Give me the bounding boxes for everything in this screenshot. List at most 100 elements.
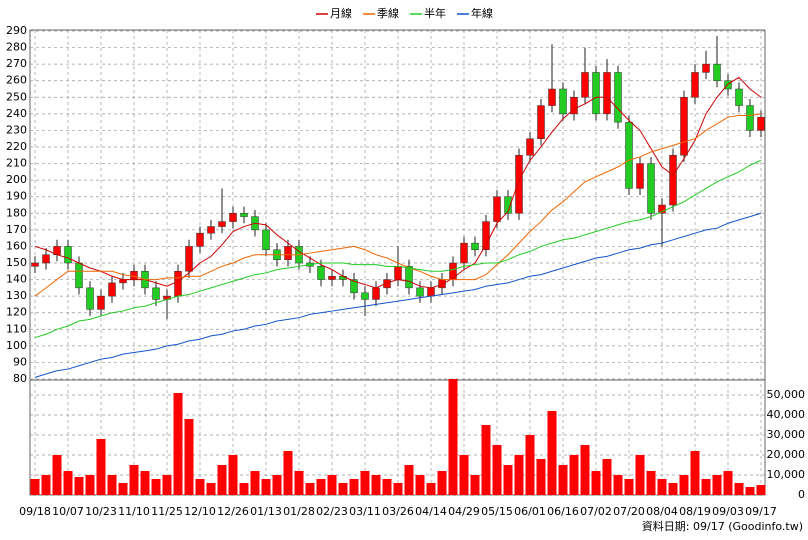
candle-body bbox=[515, 155, 523, 214]
candle-body bbox=[647, 163, 655, 214]
candle-body bbox=[328, 276, 336, 280]
x-tick-label: 08/04 bbox=[646, 505, 678, 518]
volume-bar bbox=[96, 439, 106, 495]
y-tick-label: 230 bbox=[6, 123, 27, 136]
volume-bar bbox=[338, 483, 348, 495]
x-tick-label: 03/26 bbox=[382, 505, 414, 518]
candle-body bbox=[317, 266, 325, 280]
volume-bar bbox=[118, 483, 128, 495]
y2-tick-label: 50,000 bbox=[767, 388, 806, 401]
volume-bar bbox=[646, 471, 656, 495]
volume-bar bbox=[283, 451, 293, 495]
volume-bar bbox=[558, 465, 568, 495]
x-tick-label: 02/23 bbox=[316, 505, 348, 518]
candle-body bbox=[713, 63, 721, 81]
y2-tick-label: 20,000 bbox=[767, 448, 806, 461]
volume-bar bbox=[305, 483, 315, 495]
legend-label: 半年 bbox=[424, 6, 446, 20]
volume-bar bbox=[107, 475, 117, 495]
candle-body bbox=[262, 229, 270, 250]
volume-bar bbox=[668, 483, 678, 495]
y2-tick-label: 0 bbox=[798, 488, 805, 501]
legend-label: 月線 bbox=[330, 6, 352, 20]
volume-bar bbox=[349, 479, 359, 495]
volume-bar bbox=[261, 479, 271, 495]
volume-bar bbox=[85, 475, 95, 495]
x-tick-label: 07/20 bbox=[613, 505, 645, 518]
candle-body bbox=[471, 242, 479, 250]
candle-body bbox=[416, 287, 424, 297]
candle-body bbox=[383, 279, 391, 289]
y-tick-label: 160 bbox=[6, 239, 27, 252]
volume-bar bbox=[239, 483, 249, 495]
candle-body bbox=[702, 63, 710, 73]
candle-body bbox=[482, 221, 490, 250]
moving-average-line bbox=[34, 76, 762, 289]
candle-body bbox=[614, 72, 622, 123]
volume-bar bbox=[272, 475, 282, 495]
y-tick-label: 100 bbox=[6, 339, 27, 352]
volume-bar bbox=[382, 479, 392, 495]
y-tick-label: 90 bbox=[13, 355, 27, 368]
x-tick-label: 10/07 bbox=[52, 505, 84, 518]
candle-body bbox=[394, 266, 402, 280]
candle-body bbox=[405, 266, 413, 289]
moving-average-line bbox=[34, 159, 762, 339]
volume-bar bbox=[723, 471, 733, 495]
legend-label: 年線 bbox=[471, 6, 493, 20]
y-tick-label: 170 bbox=[6, 223, 27, 236]
volume-bar bbox=[580, 445, 590, 495]
volume-bar bbox=[30, 479, 40, 495]
x-tick-label: 08/19 bbox=[679, 505, 711, 518]
candle-body bbox=[493, 196, 501, 222]
volume-bar bbox=[635, 455, 645, 495]
volume-bar bbox=[712, 475, 722, 495]
candle-body bbox=[757, 116, 765, 131]
candle-body bbox=[427, 287, 435, 297]
volume-bar bbox=[536, 459, 546, 495]
candle-body bbox=[284, 246, 292, 260]
volume-bar bbox=[52, 455, 62, 495]
y-tick-label: 210 bbox=[6, 157, 27, 170]
volume-bar bbox=[294, 471, 304, 495]
x-tick-label: 11/25 bbox=[151, 505, 183, 518]
volume-bar bbox=[547, 411, 557, 495]
candle-body bbox=[240, 213, 248, 217]
candle-body bbox=[152, 287, 160, 300]
x-tick-label: 12/26 bbox=[217, 505, 249, 518]
volume-bar bbox=[316, 479, 326, 495]
candle-body bbox=[31, 262, 39, 267]
candle-body bbox=[372, 287, 380, 300]
volume-bar bbox=[613, 475, 623, 495]
x-tick-label: 11/10 bbox=[118, 505, 150, 518]
candle-body bbox=[449, 262, 457, 280]
y-tick-label: 240 bbox=[6, 107, 27, 120]
volume-bar bbox=[679, 475, 689, 495]
volume-bar bbox=[481, 425, 491, 495]
volume-bar bbox=[173, 393, 183, 495]
volume-bar bbox=[327, 475, 337, 495]
candle-body bbox=[691, 72, 699, 98]
y-tick-label: 260 bbox=[6, 74, 27, 87]
volume-bar bbox=[206, 483, 216, 495]
x-tick-label: 07/02 bbox=[580, 505, 612, 518]
candle-body bbox=[207, 226, 215, 234]
volume-bar bbox=[63, 471, 73, 495]
candle-body bbox=[350, 279, 358, 294]
candle-body bbox=[581, 72, 589, 98]
volume-bar bbox=[404, 465, 414, 495]
y-tick-label: 190 bbox=[6, 190, 27, 203]
x-tick-label: 04/29 bbox=[448, 505, 480, 518]
candle-body bbox=[75, 262, 83, 289]
y2-tick-label: 30,000 bbox=[767, 428, 806, 441]
candle-body bbox=[86, 287, 94, 310]
volume-bar bbox=[426, 483, 436, 495]
volume-bar bbox=[734, 483, 744, 495]
candle-body bbox=[724, 80, 732, 90]
volume-bar bbox=[756, 485, 766, 495]
candle-body bbox=[229, 213, 237, 222]
candle-body bbox=[636, 163, 644, 189]
volume-bar bbox=[591, 471, 601, 495]
candle-body bbox=[438, 279, 446, 289]
